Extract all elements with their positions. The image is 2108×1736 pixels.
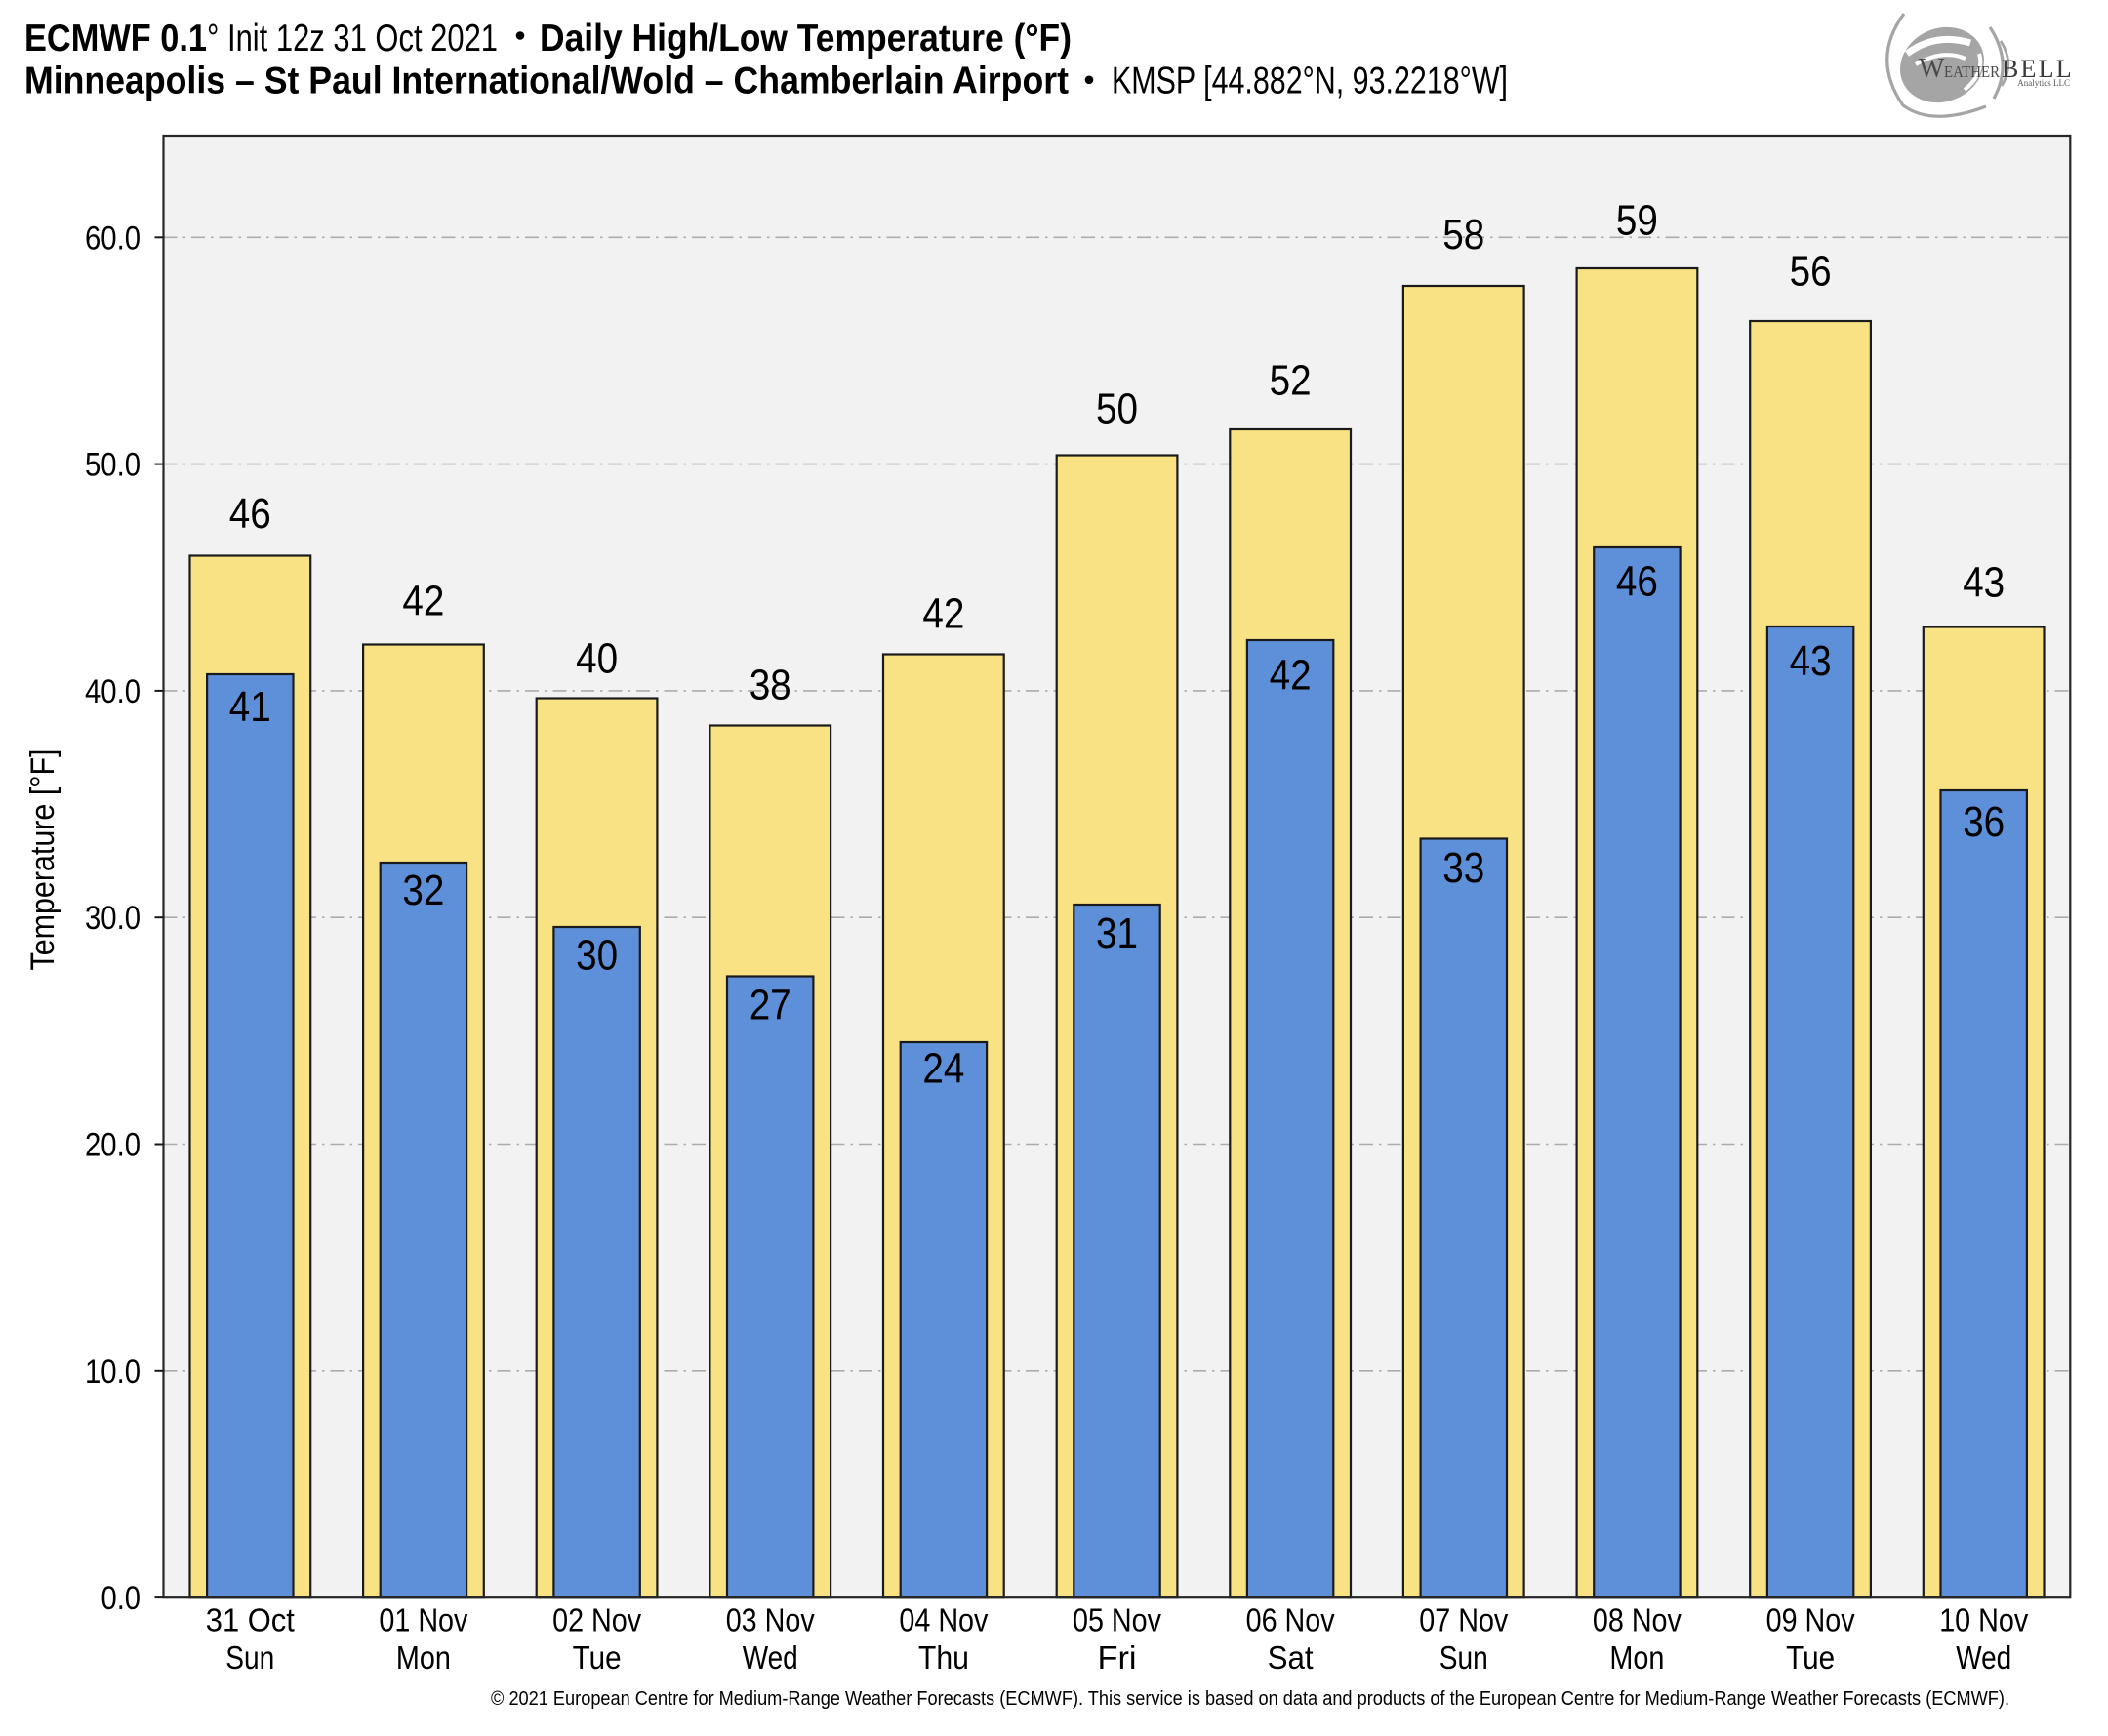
- svg-text:20.0: 20.0: [85, 1127, 141, 1164]
- svg-text:Mon: Mon: [1609, 1639, 1664, 1675]
- svg-text:° Init 12z 31 Oct 2021: ° Init 12z 31 Oct 2021: [207, 18, 498, 60]
- svg-text:04 Nov: 04 Nov: [899, 1602, 988, 1638]
- svg-text:BELL: BELL: [2002, 55, 2074, 83]
- svg-text:Tue: Tue: [573, 1639, 622, 1675]
- svg-text:59: 59: [1616, 198, 1658, 245]
- svg-text:EATHER: EATHER: [1944, 62, 2000, 81]
- svg-text:32: 32: [402, 868, 444, 914]
- svg-text:40.0: 40.0: [85, 673, 141, 710]
- svg-text:Sat: Sat: [1268, 1639, 1314, 1675]
- svg-text:46: 46: [229, 491, 271, 538]
- svg-text:42: 42: [922, 591, 964, 638]
- svg-text:27: 27: [750, 982, 791, 1029]
- svg-text:07 Nov: 07 Nov: [1419, 1602, 1508, 1638]
- svg-text:52: 52: [1270, 358, 1312, 405]
- svg-text:36: 36: [1963, 799, 2005, 846]
- svg-text:W: W: [1919, 54, 1945, 84]
- svg-text:60.0: 60.0: [85, 220, 141, 257]
- svg-text:Wed: Wed: [1956, 1639, 2011, 1675]
- svg-text:31 Oct: 31 Oct: [206, 1602, 295, 1638]
- svg-text:50: 50: [1096, 385, 1138, 432]
- svg-text:02 Nov: 02 Nov: [552, 1602, 641, 1638]
- svg-text:50.0: 50.0: [85, 447, 141, 484]
- svg-text:Sun: Sun: [225, 1639, 274, 1675]
- svg-text:0.0: 0.0: [101, 1580, 142, 1617]
- svg-text:30: 30: [576, 932, 618, 979]
- svg-text:56: 56: [1790, 249, 1832, 296]
- svg-text:Mon: Mon: [396, 1639, 451, 1675]
- svg-text:KMSP [44.882°N, 93.2218°W]: KMSP [44.882°N, 93.2218°W]: [1112, 61, 1508, 102]
- svg-text:05 Nov: 05 Nov: [1073, 1602, 1161, 1638]
- svg-text:Analytics LLC: Analytics LLC: [2017, 78, 2070, 88]
- svg-text:09 Nov: 09 Nov: [1766, 1602, 1855, 1638]
- svg-text:41: 41: [229, 684, 271, 731]
- svg-text:30.0: 30.0: [85, 900, 141, 937]
- svg-text:42: 42: [1270, 652, 1312, 699]
- svg-text:Minneapolis – St Paul Internat: Minneapolis – St Paul International/Wold…: [24, 61, 1069, 102]
- svg-text:42: 42: [402, 578, 444, 625]
- svg-text:10 Nov: 10 Nov: [1939, 1602, 2028, 1638]
- svg-text:Sun: Sun: [1439, 1639, 1488, 1675]
- svg-text:31: 31: [1096, 910, 1138, 957]
- svg-text:Wed: Wed: [743, 1639, 798, 1675]
- svg-text:08 Nov: 08 Nov: [1593, 1602, 1682, 1638]
- svg-text:© 2021 European Centre for Med: © 2021 European Centre for Medium-Range …: [491, 1688, 2009, 1710]
- svg-text:58: 58: [1442, 212, 1484, 259]
- svg-text:Tue: Tue: [1786, 1639, 1835, 1675]
- svg-text:33: 33: [1442, 845, 1484, 892]
- svg-text:40: 40: [576, 636, 618, 683]
- svg-text:Temperature [°F]: Temperature [°F]: [24, 749, 61, 971]
- svg-text:10.0: 10.0: [85, 1353, 141, 1391]
- svg-text:38: 38: [750, 663, 791, 709]
- svg-text:43: 43: [1790, 638, 1832, 685]
- svg-text:24: 24: [922, 1046, 964, 1093]
- svg-text:03 Nov: 03 Nov: [726, 1602, 815, 1638]
- svg-text:Thu: Thu: [918, 1639, 969, 1675]
- svg-text:06 Nov: 06 Nov: [1246, 1602, 1335, 1638]
- svg-text:Daily High/Low Temperature (°F: Daily High/Low Temperature (°F): [540, 18, 1072, 60]
- svg-text:43: 43: [1963, 560, 2005, 607]
- svg-text:Fri: Fri: [1098, 1639, 1137, 1675]
- svg-text:46: 46: [1616, 558, 1658, 605]
- svg-text:ECMWF 0.1: ECMWF 0.1: [24, 18, 207, 60]
- svg-text:01 Nov: 01 Nov: [379, 1602, 467, 1638]
